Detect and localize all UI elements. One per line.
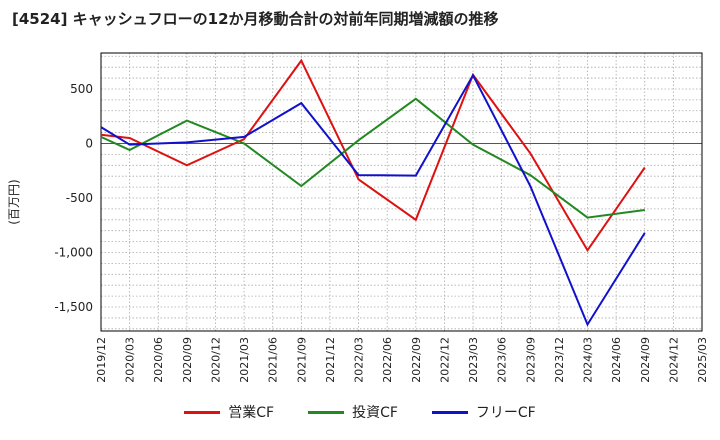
y-tick-label: -1,000 bbox=[54, 246, 93, 260]
legend-swatch-operating-cf bbox=[184, 410, 221, 414]
y-tick-label: 0 bbox=[85, 136, 93, 150]
legend-swatch-investing-cf bbox=[308, 410, 345, 414]
x-tick-label: 2023/03 bbox=[467, 337, 480, 383]
x-tick-label: 2022/06 bbox=[381, 337, 394, 383]
legend-swatch-free-cf bbox=[431, 410, 468, 414]
x-tick-label: 2024/03 bbox=[582, 337, 595, 383]
x-tick-label: 2021/03 bbox=[238, 337, 251, 383]
legend-item-investing-cf[interactable]: 投資CF bbox=[308, 402, 398, 422]
legend-item-free-cf[interactable]: フリーCF bbox=[431, 402, 536, 422]
x-tick-label: 2020/06 bbox=[152, 337, 165, 383]
legend-label-investing-cf: 投資CF bbox=[352, 405, 398, 421]
chart-title: [4524] キャッシュフローの12か月移動合計の対前年同期増減額の推移 bbox=[12, 10, 499, 28]
x-tick-label: 2020/09 bbox=[181, 337, 194, 383]
x-tick-label: 2023/12 bbox=[553, 337, 566, 383]
x-tick-label: 2022/09 bbox=[410, 337, 423, 383]
x-tick-label: 2021/12 bbox=[324, 337, 337, 383]
x-tick-label: 2024/12 bbox=[667, 337, 680, 383]
plot-frame bbox=[100, 52, 703, 332]
x-tick-label: 2021/09 bbox=[295, 337, 308, 383]
series-line-investing-cf bbox=[100, 97, 645, 219]
x-tick-label: 2020/03 bbox=[124, 337, 137, 383]
series-line-free-cf bbox=[100, 73, 646, 327]
x-tick-label: 2019/12 bbox=[95, 337, 108, 383]
y-axis-label: (百万円) bbox=[7, 179, 21, 224]
y-tick-label: -1,500 bbox=[54, 300, 93, 314]
x-tick-label: 2025/03 bbox=[696, 337, 709, 383]
y-tick-label: 500 bbox=[70, 82, 93, 96]
y-tick-label: -500 bbox=[66, 191, 93, 205]
x-tick-label: 2022/03 bbox=[353, 337, 366, 383]
x-tick-label: 2020/12 bbox=[209, 337, 222, 383]
x-tick-label: 2023/06 bbox=[496, 337, 509, 383]
legend-item-operating-cf[interactable]: 営業CF bbox=[184, 402, 274, 422]
x-tick-label: 2022/12 bbox=[438, 337, 451, 383]
legend: 営業CF 投資CF フリーCF bbox=[0, 402, 720, 422]
x-tick-label: 2021/06 bbox=[267, 337, 280, 383]
legend-label-free-cf: フリーCF bbox=[475, 405, 536, 421]
series-line-operating-cf bbox=[100, 58, 646, 253]
x-tick-label: 2024/09 bbox=[639, 337, 652, 383]
x-tick-label: 2023/09 bbox=[524, 337, 537, 383]
x-tick-label: 2024/06 bbox=[610, 337, 623, 383]
legend-label-operating-cf: 営業CF bbox=[228, 405, 275, 421]
